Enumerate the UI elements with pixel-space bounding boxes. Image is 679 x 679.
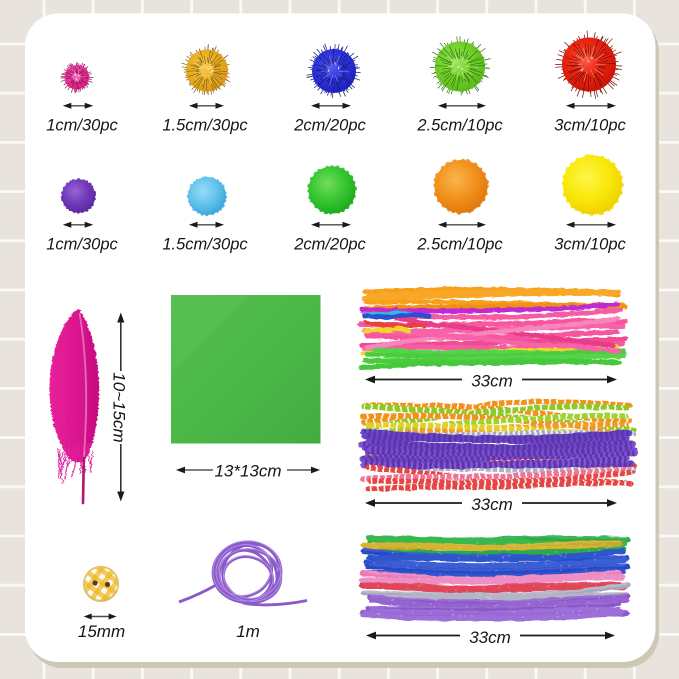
svg-text:1cm/30pc: 1cm/30pc [46,117,118,135]
svg-text:1cm/30pc: 1cm/30pc [46,236,118,254]
svg-text:10~15cm: 10~15cm [110,372,129,442]
svg-text:1.5cm/30pc: 1.5cm/30pc [162,236,248,254]
svg-text:15mm: 15mm [78,622,125,641]
svg-text:33cm: 33cm [471,495,513,514]
svg-text:33cm: 33cm [471,372,513,391]
svg-text:2.5cm/10pc: 2.5cm/10pc [416,117,503,135]
svg-text:3cm/10pc: 3cm/10pc [554,236,626,254]
svg-text:13*13cm: 13*13cm [214,462,281,481]
svg-text:2.5cm/10pc: 2.5cm/10pc [416,236,503,254]
svg-text:1m: 1m [236,622,260,641]
svg-text:3cm/10pc: 3cm/10pc [554,117,626,135]
svg-text:1.5cm/30pc: 1.5cm/30pc [162,117,248,135]
svg-text:2cm/20pc: 2cm/20pc [293,236,366,254]
svg-text:33cm: 33cm [469,628,511,647]
svg-text:2cm/20pc: 2cm/20pc [293,117,366,135]
